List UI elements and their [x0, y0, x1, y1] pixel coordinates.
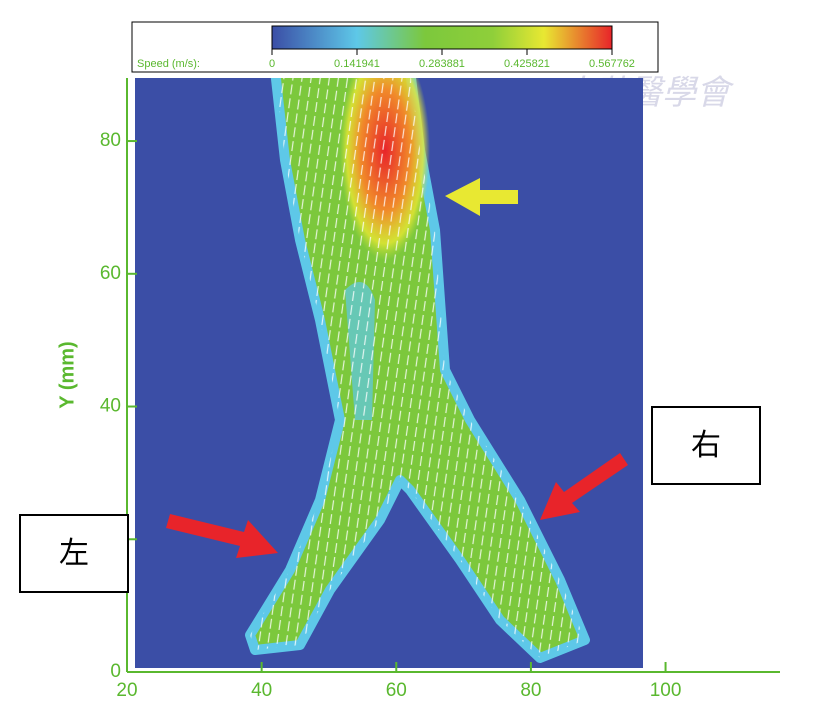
y-axis-label: Y (mm) [56, 341, 78, 408]
arrow-red-left [166, 514, 278, 558]
arrow-red-right [540, 453, 628, 520]
y-tick-label: 80 [100, 130, 121, 151]
x-tick-label: 60 [386, 680, 407, 701]
colorbar-tick-label: 0.425821 [504, 58, 550, 70]
colorbar-tick-label: 0.283881 [419, 58, 465, 70]
x-tick-label: 20 [116, 680, 137, 701]
x-tick-label: 80 [520, 680, 541, 701]
x-tick-label: 40 [251, 680, 272, 701]
annotation-box [651, 406, 761, 485]
field [135, 78, 643, 668]
arrow-yellow [445, 178, 518, 216]
annotation: 右 [691, 428, 721, 463]
y-tick-label: 0 [110, 661, 121, 682]
colorbar-label: Speed (m/s): [137, 58, 200, 70]
annotation-box [19, 514, 129, 593]
x-tick-label: 100 [650, 680, 682, 701]
y-tick-label: 40 [100, 396, 121, 417]
y-tick-label: 60 [100, 263, 121, 284]
colorbar [271, 25, 613, 50]
colorbar-tick-label: 0 [269, 58, 275, 70]
annotation: 左 [59, 536, 89, 571]
colorbar-tick-label: 0.567762 [589, 58, 635, 70]
colorbar-tick-label: 0.141941 [334, 58, 380, 70]
